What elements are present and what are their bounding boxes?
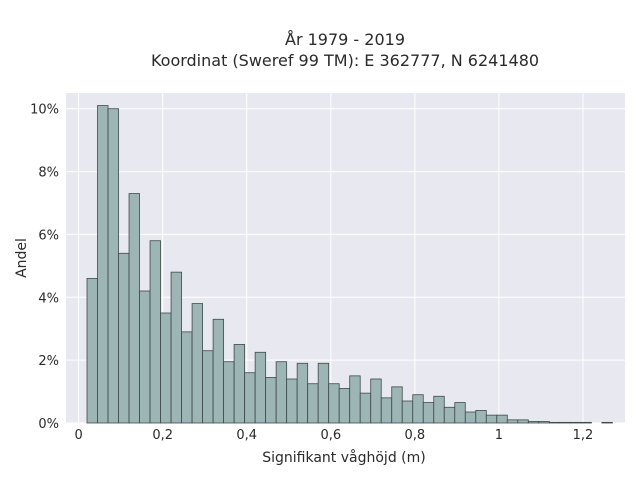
histogram-bar <box>401 400 414 424</box>
y-tick-label: 4% <box>38 291 59 306</box>
histogram-bar <box>181 331 193 424</box>
y-tick-label: 10% <box>30 103 59 118</box>
histogram-bar <box>527 421 540 424</box>
y-tick-label: 6% <box>38 228 59 243</box>
histogram-bar <box>212 318 225 424</box>
x-tick-label: 1 <box>495 428 503 443</box>
histogram-bar <box>569 421 582 424</box>
x-tick-label: 0,6 <box>320 428 341 443</box>
histogram-bar <box>580 421 592 424</box>
histogram-bar <box>317 362 330 424</box>
x-tick-label: 0 <box>74 428 82 443</box>
histogram-bar <box>548 421 561 424</box>
histogram-bar <box>286 378 298 424</box>
histogram-bar <box>412 394 424 424</box>
histogram-bar <box>139 290 151 424</box>
histogram-bar <box>244 372 256 424</box>
histogram-bar <box>338 388 351 424</box>
histogram-bar <box>160 312 172 424</box>
histogram-bar <box>202 350 214 424</box>
x-tick-label: 0,2 <box>152 428 173 443</box>
histogram-bar <box>149 240 161 424</box>
histogram-bar <box>538 421 550 424</box>
histogram-bar <box>97 105 109 424</box>
x-tick-label: 1,2 <box>573 428 594 443</box>
histogram-bar <box>464 411 477 424</box>
histogram-bar <box>265 377 277 424</box>
histogram-bar <box>496 414 508 424</box>
bars <box>86 105 613 424</box>
histogram-bar <box>454 402 466 424</box>
y-tick-label: 2% <box>38 354 59 369</box>
histogram-bar <box>349 375 361 424</box>
histogram-bar <box>191 303 203 424</box>
histogram-bar <box>86 278 98 424</box>
histogram-bar <box>433 395 445 424</box>
chart-title-line1: År 1979 - 2019 <box>285 30 405 49</box>
histogram-bar <box>128 193 140 424</box>
histogram-bar <box>370 378 382 424</box>
chart-title-line2: Koordinat (Sweref 99 TM): E 362777, N 62… <box>151 51 539 70</box>
histogram-bar <box>307 383 319 424</box>
histogram-bar <box>506 419 519 424</box>
histogram-bar <box>559 421 571 424</box>
x-tick-label: 0,8 <box>405 428 426 443</box>
x-tick-label: 0,4 <box>236 428 257 443</box>
y-tick-label: 8% <box>38 166 59 181</box>
histogram-bar <box>296 362 309 424</box>
x-axis-title: Signifikant våghöjd (m) <box>262 449 425 466</box>
histogram-bar <box>275 361 288 424</box>
histogram-bar <box>517 419 529 424</box>
y-axis-title: Andel <box>14 238 30 278</box>
y-tick-label: 0% <box>38 417 59 432</box>
histogram-bar <box>118 252 130 424</box>
histogram-bar <box>422 402 435 424</box>
histogram-bar <box>170 271 182 424</box>
histogram-bar <box>475 410 487 424</box>
histogram-bar <box>223 361 235 424</box>
y-axis-ticks: 0% 2% 4% 6% 8% 10% <box>30 103 59 432</box>
histogram-bar <box>391 386 403 424</box>
histogram-bar <box>233 344 246 424</box>
histogram-bar <box>443 406 456 424</box>
histogram-bar <box>107 108 119 424</box>
histogram-bar <box>254 351 267 424</box>
x-axis-ticks: 0 0,2 0,4 0,6 0,8 1 1,2 <box>74 428 593 443</box>
histogram-bar <box>359 392 372 424</box>
histogram-bar <box>328 383 340 424</box>
histogram-bar <box>380 397 393 424</box>
histogram-bar <box>485 414 498 424</box>
histogram-bar <box>601 421 613 424</box>
